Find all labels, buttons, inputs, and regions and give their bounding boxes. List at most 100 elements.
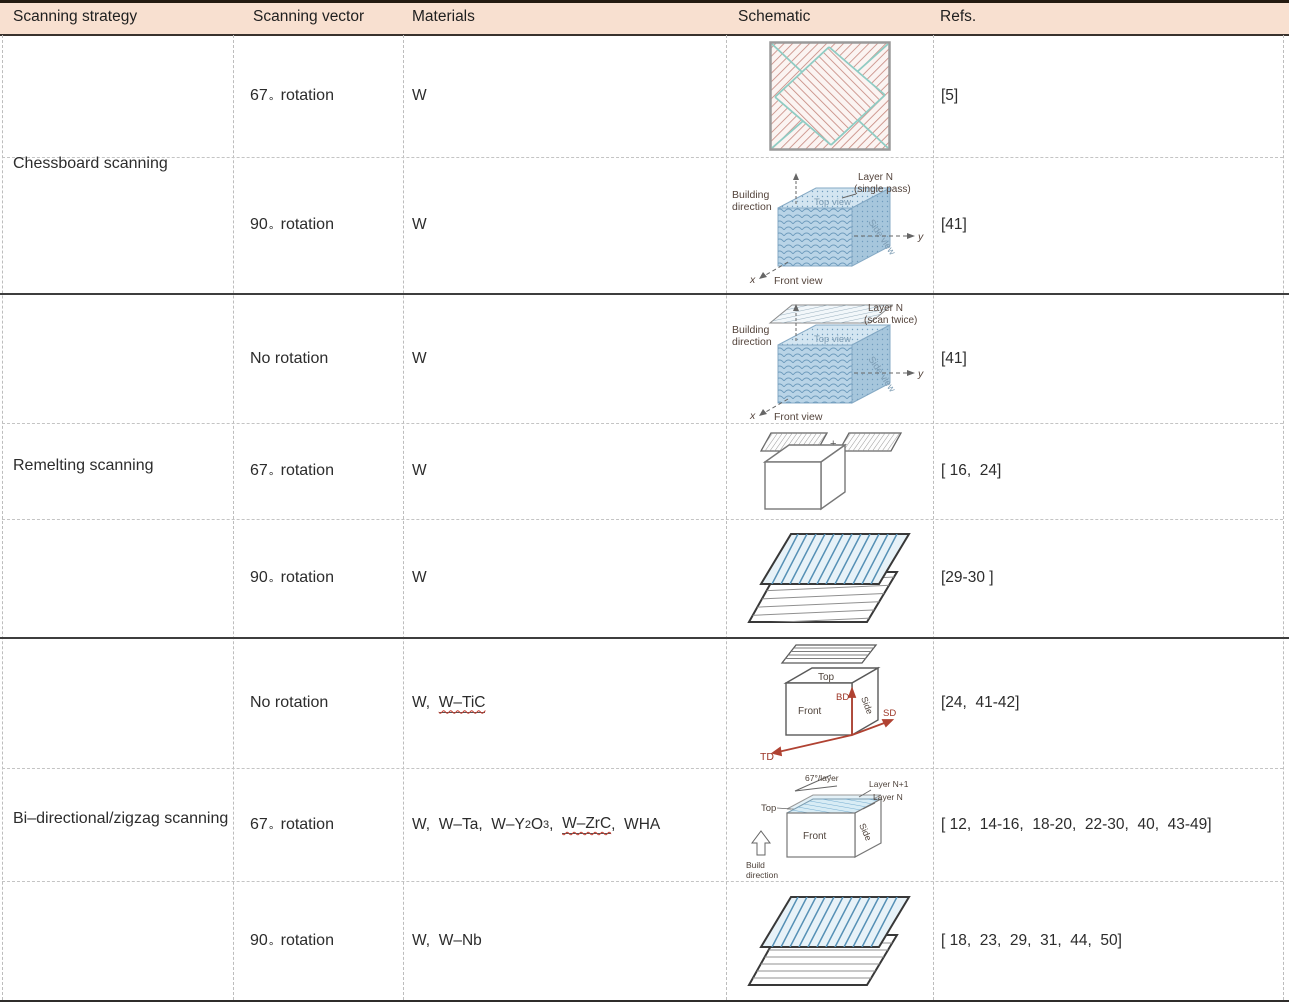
- front-face-label: Front: [798, 706, 822, 717]
- vector-word: rotation: [280, 462, 334, 479]
- scanning-vector-cell: 90 ° rotation: [233, 881, 403, 1000]
- building-direction-label: Building: [732, 189, 770, 201]
- refs-cell: [29-30 ]: [941, 569, 994, 586]
- schematic-cell: 67°/layer Layer N+1 Layer N Top Front Si…: [726, 768, 933, 881]
- y-axis-label: y: [917, 368, 924, 380]
- schematic-cell: [726, 35, 933, 157]
- table-row: No rotation W: [0, 295, 1289, 423]
- table-row: 90 ° rotation W: [0, 519, 1289, 637]
- scanning-vector-cell: 90 ° rotation: [233, 157, 403, 293]
- building-direction-label: direction: [732, 201, 772, 213]
- layer-n-label: Layer N: [873, 792, 903, 802]
- vector-word: rotation: [280, 569, 334, 586]
- materials-cell: W: [403, 35, 726, 157]
- building-direction-label: direction: [732, 336, 772, 348]
- group-label: Chessboard scanning: [13, 155, 168, 172]
- row-divider: [2, 881, 1283, 882]
- col-header-scanning-vector: Scanning vector: [253, 8, 365, 25]
- cube-67-layer-schematic: 67°/layer Layer N+1 Layer N Top Front Si…: [746, 773, 909, 880]
- vector-angle: 90: [250, 931, 268, 949]
- schematic-cell: Building direction Layer N (single pass)…: [726, 157, 933, 293]
- vector-angle: 90: [250, 569, 268, 586]
- build-direction-label: direction: [746, 870, 778, 880]
- col-header-materials: Materials: [412, 8, 475, 25]
- group-cell-bidirectional: Bi–directional/zigzag scanning: [2, 638, 233, 1000]
- degree-mark: °: [268, 822, 274, 837]
- col-header-scanning-strategy: Scanning strategy: [13, 8, 138, 25]
- vector-word: rotation: [280, 216, 334, 233]
- degree-mark: °: [268, 223, 274, 237]
- schematic-cell: Top Front Side BD SD TD: [726, 638, 933, 768]
- cube-bd-sd-td-schematic: Top Front Side BD SD TD: [760, 644, 896, 763]
- bd-axis-label: BD: [836, 692, 849, 703]
- y-axis-label: y: [917, 231, 924, 243]
- table-row: No rotation W, W–TiC Top Front Side: [0, 638, 1289, 768]
- building-direction-label: Building: [732, 324, 770, 336]
- material-token: W: [412, 87, 427, 104]
- refs-cell: [ 12, 14-16, 18-20, 22-30, 40, 43-49]: [941, 815, 1212, 833]
- group-label: Remelting scanning: [13, 457, 154, 474]
- row-divider: [2, 768, 1283, 769]
- pass-label: (single pass): [854, 184, 911, 195]
- table-row: 67 ° rotation W + [ 16, 24]: [0, 423, 1289, 519]
- table-row: 67 ° rotation W, W–Ta, W–Y 2 O 3, W–ZrC, WHA …: [0, 768, 1289, 881]
- material-token: ,: [549, 815, 563, 833]
- row-divider: [2, 423, 1283, 424]
- scanning-vector-cell: No rotation: [233, 638, 403, 768]
- material-token: W,: [412, 694, 439, 711]
- top-view-label: Top view: [814, 334, 851, 345]
- materials-cell: W, W–TiC: [403, 638, 726, 768]
- top-face-label: Top: [818, 672, 835, 683]
- vector-angle: 90: [250, 216, 268, 233]
- top-view-label: Top view: [814, 197, 851, 208]
- chessboard-tile-borders: [770, 43, 889, 149]
- refs-cell: [41]: [941, 216, 967, 233]
- row-divider: [2, 157, 1283, 158]
- td-axis-label: TD: [760, 751, 774, 763]
- row-divider: [2, 519, 1283, 520]
- column-divider: [403, 35, 404, 1000]
- layer-label: Layer N: [858, 172, 893, 183]
- materials-cell: W: [403, 519, 726, 637]
- table-row: 67 ° rotation W: [0, 35, 1289, 157]
- cube-schematic-single-pass: Building direction Layer N (single pass)…: [732, 172, 924, 286]
- degree-mark: °: [268, 94, 274, 108]
- materials-cell: W, W–Nb: [403, 881, 726, 1000]
- material-token: , WHA: [611, 815, 661, 833]
- section-divider: [0, 293, 1289, 295]
- table-header: Scanning strategy Scanning vector Materi…: [0, 0, 1289, 36]
- refs-cell: [ 18, 23, 29, 31, 44, 50]: [941, 931, 1122, 949]
- group-cell-remelting: Remelting scanning: [2, 295, 233, 637]
- vector-word: rotation: [280, 87, 334, 104]
- table-row: 90 ° rotation W: [0, 157, 1289, 293]
- rotation-angle-label: 67°/layer: [805, 773, 839, 783]
- table-right-edge: [1283, 35, 1284, 1000]
- table-left-edge: [2, 35, 3, 1000]
- sd-axis-label: SD: [883, 708, 896, 719]
- material-token: W–ZrC: [562, 815, 612, 834]
- front-view-label: Front view: [774, 275, 823, 286]
- scanning-vector-cell: No rotation: [233, 295, 403, 423]
- cube-schematic-scan-twice: Building direction Layer N (scan twice) …: [732, 303, 924, 421]
- table-bottom-border: [0, 1000, 1289, 1002]
- chessboard-schematic: [768, 41, 891, 151]
- degree-mark: °: [268, 938, 274, 953]
- schematic-cell: [726, 519, 933, 637]
- schematic-cell: [726, 881, 933, 1000]
- col-header-schematic: Schematic: [738, 8, 811, 25]
- degree-mark: °: [268, 469, 274, 483]
- pass-label: (scan twice): [864, 315, 917, 326]
- materials-cell: W, W–Ta, W–Y 2 O 3, W–ZrC, WHA: [412, 815, 661, 834]
- scanning-vector-cell: 90 ° rotation: [233, 519, 403, 637]
- material-token: W: [412, 350, 427, 367]
- group-label: Bi–directional/zigzag scanning: [13, 810, 229, 827]
- front-view-label: Front view: [774, 411, 823, 421]
- group-cell-chessboard: Chessboard scanning: [2, 35, 233, 293]
- x-axis-label: x: [749, 274, 756, 286]
- material-token: O: [530, 815, 544, 833]
- refs-cell: [41]: [941, 350, 967, 367]
- schematic-cell: +: [726, 423, 933, 519]
- col-header-refs: Refs.: [940, 8, 977, 25]
- stacked-layers-schematic: [747, 533, 911, 623]
- front-face-label: Front: [803, 831, 827, 842]
